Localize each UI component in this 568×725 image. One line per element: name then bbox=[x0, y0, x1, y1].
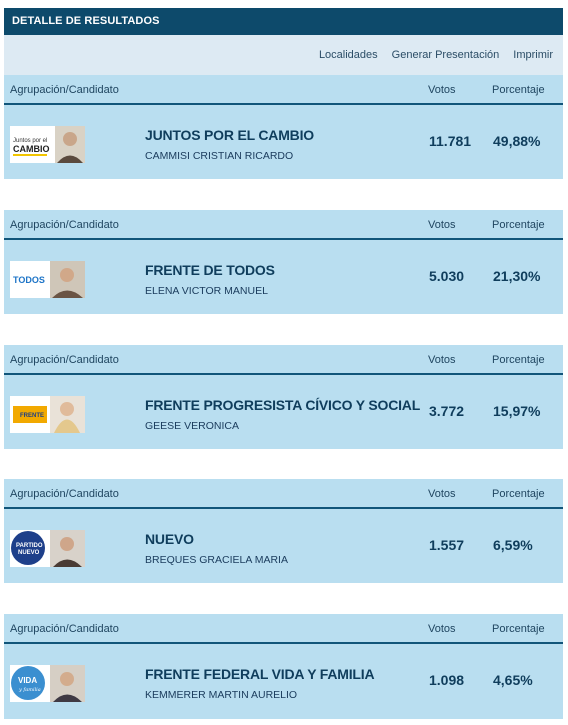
generar-presentacion-link[interactable]: Generar Presentación bbox=[391, 49, 500, 61]
table-header: Agrupación/Candidato Votos Porcentaje bbox=[4, 479, 563, 509]
party-logo: Juntos por el CAMBIO bbox=[10, 126, 85, 163]
column-header-votes: Votos bbox=[428, 488, 456, 500]
logo-text: Juntos por el bbox=[13, 138, 47, 144]
table-header: Agrupación/Candidato Votos Porcentaje bbox=[4, 210, 563, 240]
votes-value: 1.098 bbox=[429, 672, 465, 688]
column-header-votes: Votos bbox=[428, 623, 456, 635]
column-header-group: Agrupación/Candidato bbox=[10, 84, 119, 96]
party-name: FRENTE FEDERAL VIDA Y FAMILIA bbox=[145, 666, 375, 682]
column-header-group: Agrupación/Candidato bbox=[10, 354, 119, 366]
result-block: Agrupación/Candidato Votos Porcentaje Ju… bbox=[4, 75, 563, 179]
table-row: FRENTE FRENTE PROGRESISTA CÍVICO Y SOCIA… bbox=[4, 375, 563, 449]
percent-value: 6,59% bbox=[493, 537, 533, 553]
party-logo-image: Juntos por el CAMBIO bbox=[10, 126, 85, 163]
imprimir-link[interactable]: Imprimir bbox=[513, 49, 553, 61]
logo-text: y familia bbox=[18, 687, 41, 693]
result-block: Agrupación/Candidato Votos Porcentaje TO… bbox=[4, 210, 563, 314]
candidate-name: ELENA VICTOR MANUEL bbox=[145, 285, 268, 297]
candidate-name: KEMMERER MARTIN AURELIO bbox=[145, 689, 298, 701]
logo-text: CAMBIO bbox=[13, 144, 50, 154]
page-title: DETALLE DE RESULTADOS bbox=[4, 8, 563, 35]
table-row: VIDA y familia FRENTE FEDERAL VIDA Y FAM… bbox=[4, 644, 563, 719]
column-header-percent: Porcentaje bbox=[492, 84, 545, 96]
votes-value: 11.781 bbox=[429, 133, 472, 149]
table-row: PARTIDO NUEVO NUEVO BREQUES GRACIELA MAR… bbox=[4, 509, 563, 583]
percent-value: 4,65% bbox=[493, 672, 533, 688]
party-logo: PARTIDO NUEVO bbox=[10, 530, 85, 567]
party-logo-image: TODOS bbox=[10, 261, 85, 298]
percent-value: 15,97% bbox=[493, 403, 541, 419]
result-block: Agrupación/Candidato Votos Porcentaje PA… bbox=[4, 479, 563, 583]
result-block: Agrupación/Candidato Votos Porcentaje VI… bbox=[4, 614, 563, 719]
table-header: Agrupación/Candidato Votos Porcentaje bbox=[4, 75, 563, 105]
votes-value: 3.772 bbox=[429, 403, 465, 419]
logo-text: TODOS bbox=[13, 275, 45, 285]
party-name: FRENTE DE TODOS bbox=[145, 262, 275, 278]
table-header: Agrupación/Candidato Votos Porcentaje bbox=[4, 345, 563, 375]
percent-value: 21,30% bbox=[493, 268, 541, 284]
percent-value: 49,88% bbox=[493, 133, 541, 149]
table-row: TODOS FRENTE DE TODOS ELENA VICTOR MANUE… bbox=[4, 240, 563, 314]
column-header-votes: Votos bbox=[428, 354, 456, 366]
party-name: NUEVO bbox=[145, 531, 194, 547]
party-name: FRENTE PROGRESISTA CÍVICO Y SOCIAL bbox=[145, 397, 421, 413]
column-header-group: Agrupación/Candidato bbox=[10, 488, 119, 500]
logo-text: FRENTE bbox=[20, 413, 44, 419]
column-header-percent: Porcentaje bbox=[492, 354, 545, 366]
logo-text: PARTIDO bbox=[16, 543, 43, 549]
votes-value: 5.030 bbox=[429, 268, 465, 284]
column-header-percent: Porcentaje bbox=[492, 623, 545, 635]
party-logo-image: PARTIDO NUEVO bbox=[10, 530, 85, 567]
result-block: Agrupación/Candidato Votos Porcentaje FR… bbox=[4, 345, 563, 449]
localidades-link[interactable]: Localidades bbox=[318, 49, 378, 61]
candidate-name: GEESE VERONICA bbox=[145, 420, 239, 432]
candidate-name: CAMMISI CRISTIAN RICARDO bbox=[145, 150, 294, 162]
party-logo-image: FRENTE bbox=[10, 396, 85, 433]
table-header: Agrupación/Candidato Votos Porcentaje bbox=[4, 614, 563, 644]
votes-value: 1.557 bbox=[429, 537, 465, 553]
column-header-votes: Votos bbox=[428, 84, 456, 96]
party-logo: TODOS bbox=[10, 261, 85, 298]
toolbar: Localidades Generar Presentación Imprimi… bbox=[4, 35, 563, 75]
party-logo-image: VIDA y familia bbox=[10, 665, 85, 702]
column-header-percent: Porcentaje bbox=[492, 219, 545, 231]
column-header-percent: Porcentaje bbox=[492, 488, 545, 500]
column-header-group: Agrupación/Candidato bbox=[10, 219, 119, 231]
column-header-group: Agrupación/Candidato bbox=[10, 623, 119, 635]
party-name: JUNTOS POR EL CAMBIO bbox=[145, 127, 314, 143]
logo-text: NUEVO bbox=[18, 550, 40, 556]
column-header-votes: Votos bbox=[428, 219, 456, 231]
party-logo: FRENTE bbox=[10, 396, 85, 433]
table-row: Juntos por el CAMBIO JUNTOS POR EL CAMBI… bbox=[4, 105, 563, 179]
candidate-name: BREQUES GRACIELA MARIA bbox=[145, 554, 288, 566]
party-logo: VIDA y familia bbox=[10, 665, 85, 702]
logo-text: VIDA bbox=[18, 676, 37, 685]
